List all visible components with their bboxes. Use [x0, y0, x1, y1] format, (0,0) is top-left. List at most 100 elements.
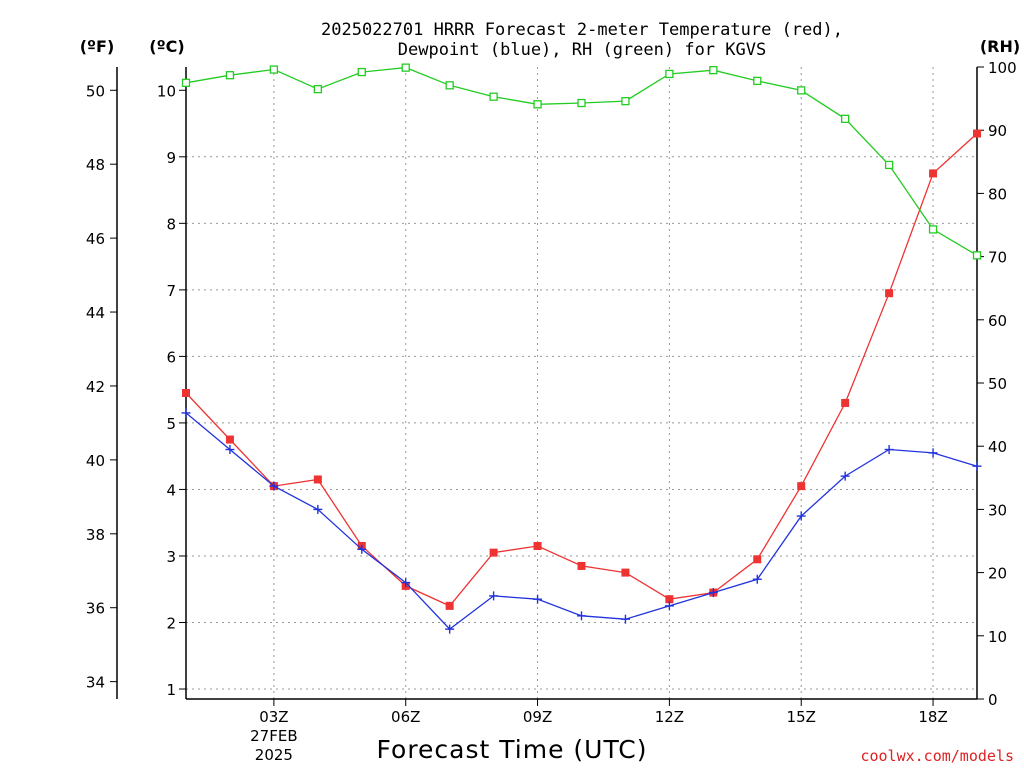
- relative_humidity-point: [709, 66, 718, 75]
- dewpoint-point: [269, 481, 279, 491]
- fahrenheit-tick-label: 36: [86, 600, 105, 618]
- dewpoint-point: [313, 504, 323, 514]
- fahrenheit-tick-label: 34: [86, 674, 105, 692]
- fahrenheit-unit-label: (ºF): [80, 37, 115, 56]
- relative_humidity-point: [225, 71, 235, 80]
- relative_humidity-point: [357, 67, 366, 77]
- relative_humidity-point: [928, 225, 938, 234]
- dewpoint-point: [620, 614, 630, 624]
- x-tick-label: 12Z: [655, 708, 684, 726]
- temperature-point: [885, 289, 894, 298]
- rh-tick-label: 60: [988, 312, 1007, 330]
- dewpoint-point: [401, 578, 411, 588]
- rh-tick-label: 100: [988, 59, 1017, 77]
- relative_humidity-point: [884, 160, 894, 170]
- dewpoint-point: [225, 445, 235, 455]
- relative_humidity-point: [269, 65, 279, 74]
- celsius-tick-label: 7: [166, 282, 176, 300]
- dewpoint-point: [533, 594, 543, 604]
- x-tick-label: 06Z: [391, 708, 420, 726]
- relative_humidity-point: [753, 76, 762, 86]
- fahrenheit-tick-label: 38: [86, 526, 105, 544]
- relative_humidity-point: [445, 81, 454, 90]
- rh-tick-label: 30: [988, 501, 1007, 519]
- x-tick-label: 03Z: [259, 708, 288, 726]
- grid-lines: [186, 67, 977, 699]
- celsius-tick-label: 10: [157, 82, 176, 100]
- dewpoint-point: [577, 611, 586, 621]
- rh-tick-label: 40: [988, 438, 1007, 456]
- rh-tick-label: 50: [988, 375, 1007, 393]
- temperature-point: [489, 548, 498, 557]
- celsius-tick-label: 8: [166, 215, 176, 233]
- temperature-point: [973, 129, 981, 138]
- rh-tick-label: 10: [988, 628, 1007, 646]
- relative_humidity-point: [972, 251, 982, 260]
- celsius-tick-label: 3: [166, 548, 176, 566]
- rh-tick-label: 0: [988, 691, 998, 709]
- fahrenheit-tick-label: 42: [86, 378, 105, 396]
- relative_humidity-point: [841, 114, 850, 123]
- x-tick-date-label: 27FEB: [250, 727, 297, 745]
- relative_humidity-point: [797, 86, 806, 95]
- temperature-point: [753, 555, 762, 564]
- temperature-point: [665, 595, 674, 604]
- dewpoint-point: [928, 448, 938, 458]
- celsius-tick-label: 4: [166, 481, 176, 499]
- relative_humidity-point: [621, 96, 630, 106]
- relative_humidity-point: [665, 69, 674, 79]
- fahrenheit-tick-label: 48: [86, 156, 105, 174]
- dewpoint-point: [884, 445, 894, 455]
- x-tick-label: 15Z: [787, 708, 816, 726]
- celsius-tick-label: 2: [166, 614, 176, 632]
- dewpoint-point: [796, 511, 806, 521]
- chart-title-line2: Dewpoint (blue), RH (green) for KGVS: [398, 40, 766, 60]
- rh-unit-label: (RH): [980, 37, 1020, 56]
- dewpoint-point: [181, 408, 191, 418]
- dewpoint-point: [664, 601, 674, 611]
- x-axis-title: Forecast Time (UTC): [377, 735, 648, 764]
- relative_humidity-line: [185, 66, 978, 256]
- rh-tick-label: 90: [988, 122, 1007, 140]
- fahrenheit-tick-label: 50: [86, 82, 105, 100]
- relative_humidity-point: [181, 78, 191, 87]
- dewpoint-point: [840, 471, 850, 481]
- temperature-point: [797, 482, 806, 491]
- temperature-point: [182, 388, 190, 397]
- relative_humidity-point: [533, 100, 542, 109]
- data-series: [181, 63, 982, 634]
- celsius-unit-label: (ºC): [149, 37, 184, 56]
- dewpoint-point: [972, 461, 982, 471]
- temperature-point: [621, 568, 630, 577]
- temperature-line: [185, 133, 978, 607]
- rh-tick-label: 20: [988, 565, 1007, 583]
- celsius-tick-label: 1: [166, 681, 176, 699]
- relative_humidity-point: [489, 92, 498, 101]
- x-tick-label: 09Z: [523, 708, 552, 726]
- temperature-point: [225, 435, 234, 444]
- site-credit: coolwx.com/models: [860, 747, 1014, 765]
- chart-title-line1: 2025022701 HRRR Forecast 2-meter Tempera…: [321, 20, 843, 40]
- rh-tick-label: 80: [988, 185, 1007, 203]
- dewpoint-point: [357, 544, 367, 554]
- temperature-point: [445, 601, 454, 610]
- temperature-point: [313, 475, 322, 484]
- temperature-point: [577, 561, 586, 570]
- fahrenheit-tick-label: 44: [86, 304, 105, 322]
- celsius-tick-label: 9: [166, 149, 176, 167]
- relative_humidity-point: [313, 84, 322, 94]
- axes: 1234567891034363840424446485001020304050…: [86, 59, 1017, 764]
- celsius-tick-label: 5: [166, 415, 176, 433]
- celsius-tick-label: 6: [166, 348, 176, 366]
- fahrenheit-tick-label: 40: [86, 452, 105, 470]
- dewpoint-point: [489, 591, 499, 601]
- x-tick-year-label: 2025: [255, 746, 293, 764]
- dewpoint-point: [445, 624, 455, 634]
- x-tick-label: 18Z: [918, 708, 947, 726]
- temperature-point: [533, 541, 542, 550]
- dewpoint-point: [708, 588, 718, 598]
- temperature-point: [841, 398, 850, 407]
- relative_humidity-point: [401, 63, 410, 72]
- dewpoint-line: [185, 412, 978, 630]
